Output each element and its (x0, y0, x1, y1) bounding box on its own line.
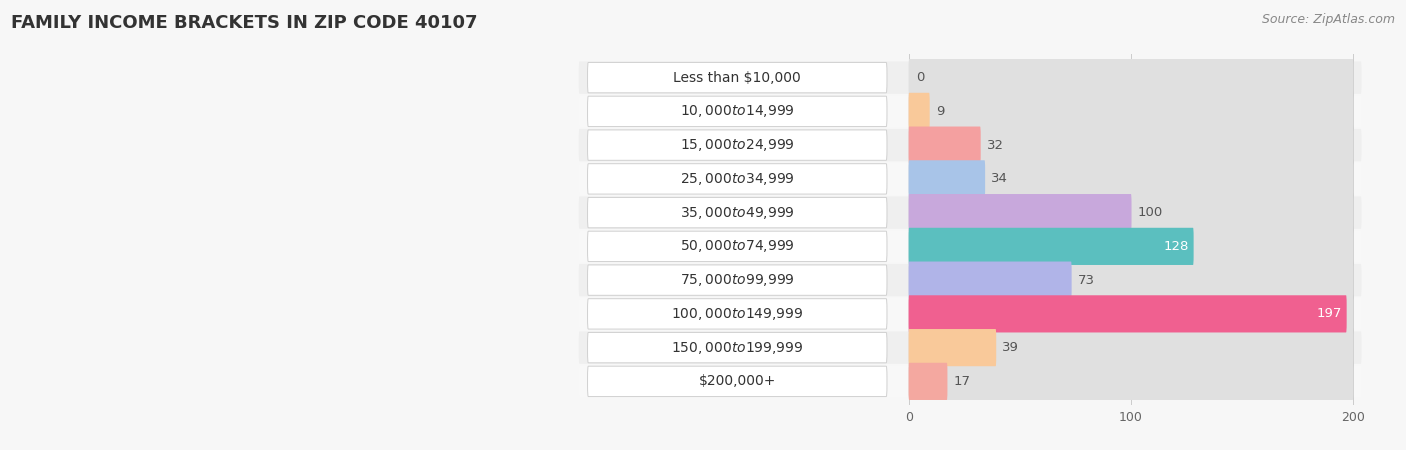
FancyBboxPatch shape (588, 164, 887, 194)
FancyBboxPatch shape (579, 95, 1361, 127)
Text: FAMILY INCOME BRACKETS IN ZIP CODE 40107: FAMILY INCOME BRACKETS IN ZIP CODE 40107 (11, 14, 478, 32)
Text: $35,000 to $49,999: $35,000 to $49,999 (681, 205, 794, 220)
Text: $25,000 to $34,999: $25,000 to $34,999 (681, 171, 794, 187)
FancyBboxPatch shape (588, 231, 887, 261)
Text: $50,000 to $74,999: $50,000 to $74,999 (681, 238, 794, 254)
FancyBboxPatch shape (579, 331, 1361, 364)
FancyBboxPatch shape (588, 299, 887, 329)
FancyBboxPatch shape (908, 228, 1194, 265)
Text: 0: 0 (915, 71, 924, 84)
FancyBboxPatch shape (908, 160, 1354, 198)
Text: $75,000 to $99,999: $75,000 to $99,999 (681, 272, 794, 288)
FancyBboxPatch shape (579, 196, 1361, 229)
FancyBboxPatch shape (579, 365, 1361, 398)
Text: $15,000 to $24,999: $15,000 to $24,999 (681, 137, 794, 153)
FancyBboxPatch shape (908, 295, 1354, 333)
FancyBboxPatch shape (579, 264, 1361, 296)
Text: 9: 9 (936, 105, 945, 118)
FancyBboxPatch shape (908, 363, 1354, 400)
Text: 34: 34 (991, 172, 1008, 185)
FancyBboxPatch shape (908, 363, 948, 400)
Text: 197: 197 (1316, 307, 1341, 320)
FancyBboxPatch shape (908, 126, 981, 164)
FancyBboxPatch shape (579, 61, 1361, 94)
Text: $200,000+: $200,000+ (699, 374, 776, 388)
Text: 39: 39 (1002, 341, 1019, 354)
FancyBboxPatch shape (579, 298, 1361, 330)
FancyBboxPatch shape (908, 261, 1354, 299)
Text: 73: 73 (1078, 274, 1095, 287)
Text: Less than $10,000: Less than $10,000 (673, 71, 801, 85)
FancyBboxPatch shape (908, 93, 929, 130)
FancyBboxPatch shape (908, 160, 986, 198)
FancyBboxPatch shape (908, 59, 1354, 96)
FancyBboxPatch shape (908, 295, 1347, 333)
FancyBboxPatch shape (908, 228, 1354, 265)
FancyBboxPatch shape (908, 93, 1354, 130)
FancyBboxPatch shape (908, 126, 1354, 164)
FancyBboxPatch shape (588, 265, 887, 295)
Text: 100: 100 (1137, 206, 1163, 219)
FancyBboxPatch shape (588, 130, 887, 160)
FancyBboxPatch shape (588, 198, 887, 228)
Text: 32: 32 (987, 139, 1004, 152)
FancyBboxPatch shape (908, 261, 1071, 299)
Text: $10,000 to $14,999: $10,000 to $14,999 (681, 104, 794, 119)
Text: $150,000 to $199,999: $150,000 to $199,999 (671, 340, 803, 356)
FancyBboxPatch shape (908, 329, 997, 366)
FancyBboxPatch shape (588, 96, 887, 126)
FancyBboxPatch shape (588, 366, 887, 396)
Text: 17: 17 (953, 375, 970, 388)
FancyBboxPatch shape (908, 194, 1132, 231)
Text: 128: 128 (1163, 240, 1188, 253)
FancyBboxPatch shape (579, 129, 1361, 161)
FancyBboxPatch shape (579, 230, 1361, 262)
FancyBboxPatch shape (908, 329, 1354, 366)
FancyBboxPatch shape (579, 162, 1361, 195)
FancyBboxPatch shape (588, 63, 887, 93)
FancyBboxPatch shape (588, 333, 887, 363)
Text: Source: ZipAtlas.com: Source: ZipAtlas.com (1261, 14, 1395, 27)
Text: $100,000 to $149,999: $100,000 to $149,999 (671, 306, 803, 322)
FancyBboxPatch shape (908, 194, 1354, 231)
